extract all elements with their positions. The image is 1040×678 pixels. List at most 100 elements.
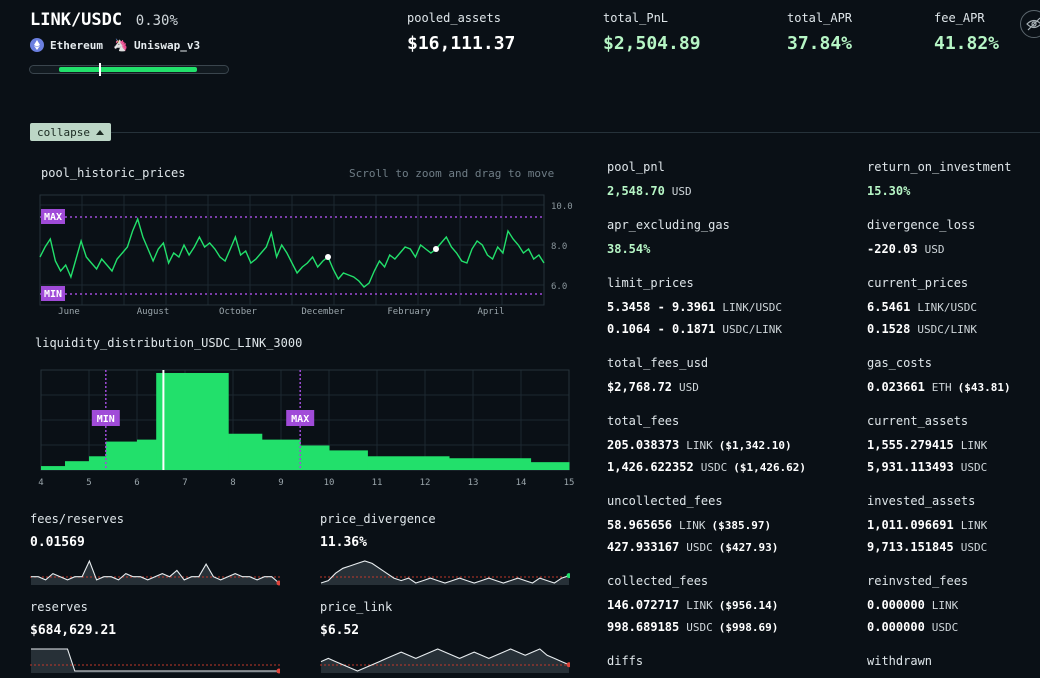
metric-label: invested_assets [867,494,976,508]
metric-unit: USDC [960,541,988,554]
metric-withdrawn: withdrawn [867,654,932,678]
price-series-line [39,216,545,288]
price-y-tick: 10.0 [551,202,573,212]
metric-value-row: 9,713.151845 USDC [867,540,987,562]
mini-chart[interactable] [320,645,570,675]
liquidity-bar [89,456,107,470]
chain-row: Ethereum 🦄 Uniswap_v3 [30,38,200,52]
max-badge [41,209,65,224]
metric-value-row: 1,426.622352 USDC ($1,426.62) [607,460,806,482]
metric-gas-costs: gas_costs 0.023661 ETH ($43.81) [867,356,1011,402]
metric-value: 2,548.70 [607,184,665,198]
collapse-label: collapse [37,125,90,139]
hide-toggle-button[interactable] [1020,10,1040,38]
price-chart[interactable]: MAX MIN 10.0 8.0 6.0 June August October Decembe… [0,190,590,320]
metric-value: 5.3458 - 9.3961 [607,300,716,314]
metric-current-prices: current_prices 6.5461 LINK/USDC 0.1528 USDC/… [867,276,977,344]
metric-value: 0.000000 [867,598,925,612]
metric-label: pool_pnl [607,160,665,174]
liquidity-x-tick: 13 [468,478,479,488]
liquidity-x-tick: 5 [86,478,91,488]
metric-value: 5,931.113493 [867,460,954,474]
collapse-button[interactable]: collapse [30,123,111,141]
mini-chart-line [31,559,280,584]
metric-label: total_fees [607,414,680,428]
stat-label: total_APR [787,11,853,25]
metric-unit: LINK/USDC [722,301,782,314]
liquidity-bar [449,458,532,470]
min-label: MIN [44,289,62,300]
metric-unit: LINK [686,599,713,612]
liquidity-bar [367,456,450,470]
liquidity-x-tick: 6 [134,478,139,488]
metric-unit: ETH [931,381,952,394]
mini-chart[interactable] [30,557,280,587]
price-point [325,254,331,260]
mini-chart-value: $684,629.21 [30,623,117,638]
metric-invested-assets: invested_assets 1,011.096691 LINK 9,713.151… [867,494,987,562]
mini-chart-value: 11.36% [320,535,367,550]
metric-label: withdrawn [867,654,933,668]
range-bar-fill [59,67,197,72]
metric-label: diffs [607,654,644,668]
metric-value-row: 205.038373 LINK ($1,342.10) [607,438,806,460]
metric-unit: USDC [686,541,713,554]
mini-chart-end-dot [566,573,570,579]
liquidity-bar [156,372,229,470]
metric-label: apr_excluding_gas [607,218,730,232]
metric-unit: USDC [931,621,959,634]
liquidity-x-tick: 10 [324,478,335,488]
price-point [433,246,439,252]
liquidity-bar [65,461,90,470]
eye-off-icon [1026,17,1040,31]
metric-apr-ex-gas: apr_excluding_gas 38.54% [607,218,730,264]
ethereum-icon [30,38,44,52]
metric-value: 1,011.096691 [867,518,954,532]
range-bar [29,63,229,76]
mini-chart[interactable] [320,557,570,587]
metric-reinvested-fees: reinvsted_fees 0.000000 LINK 0.000000 USDC [867,574,968,642]
mini-chart-end-dot [566,662,570,668]
metric-value: 0.023661 [867,380,925,394]
metric-label: total_fees_usd [607,356,709,370]
mini-chart-value: $6.52 [320,623,360,638]
pair-name: LINK/USDC [30,10,123,30]
metric-label: limit_prices [607,276,694,290]
liquidity-x-tick: 8 [230,478,235,488]
liquidity-bar [228,433,263,470]
stat-value: 41.82% [934,33,1000,54]
metric-usd-value: ($427.93) [718,541,779,554]
metric-value: 0.1064 - 0.1871 [607,322,716,336]
stat-label: pooled_assets [407,11,501,25]
chain-label: Ethereum [50,38,103,52]
metric-total-fees-usd: total_fees_usd $2,768.72 USD [607,356,708,402]
stat-value: 37.84% [787,33,853,54]
liquidity-bar [41,466,66,470]
liquidity-x-tick: 7 [182,478,187,488]
mini-chart-area [31,561,279,585]
pair-header: LINK/USDC 0.30% [30,10,178,30]
metric-usd-value: ($43.81) [957,381,1011,394]
metric-value: 427.933167 [607,540,680,554]
max-range-label: MAX [291,414,309,425]
metric-value-row: 146.072717 LINK ($956.14) [607,598,778,620]
liquidity-x-tick: 14 [516,478,527,488]
metric-limit-prices: limit_prices 5.3458 - 9.3961 LINK/USDC 0.10… [607,276,782,344]
liquidity-x-tick: 12 [420,478,431,488]
section-divider [30,132,1040,133]
metric-usd-value: ($956.14) [718,599,779,612]
price-grid [39,194,545,306]
price-x-tick: August [137,307,170,317]
price-x-tick: April [477,307,504,317]
metric-value-row: 998.689185 USDC ($998.69) [607,620,778,642]
liquidity-chart[interactable]: MIN MAX 4 5 6 7 8 9 10 11 12 13 14 15 [0,360,590,492]
metric-value: 205.038373 [607,438,680,452]
liquidity-x-tick: 9 [278,478,283,488]
mini-chart-label: fees/reserves [30,512,124,526]
liquidity-bar [300,445,330,470]
metric-unit: USDC [960,461,988,474]
metric-label: current_prices [867,276,969,290]
metric-value: -220.03 [867,242,918,256]
mini-chart-label: reserves [30,600,88,614]
mini-chart-area [321,561,569,585]
